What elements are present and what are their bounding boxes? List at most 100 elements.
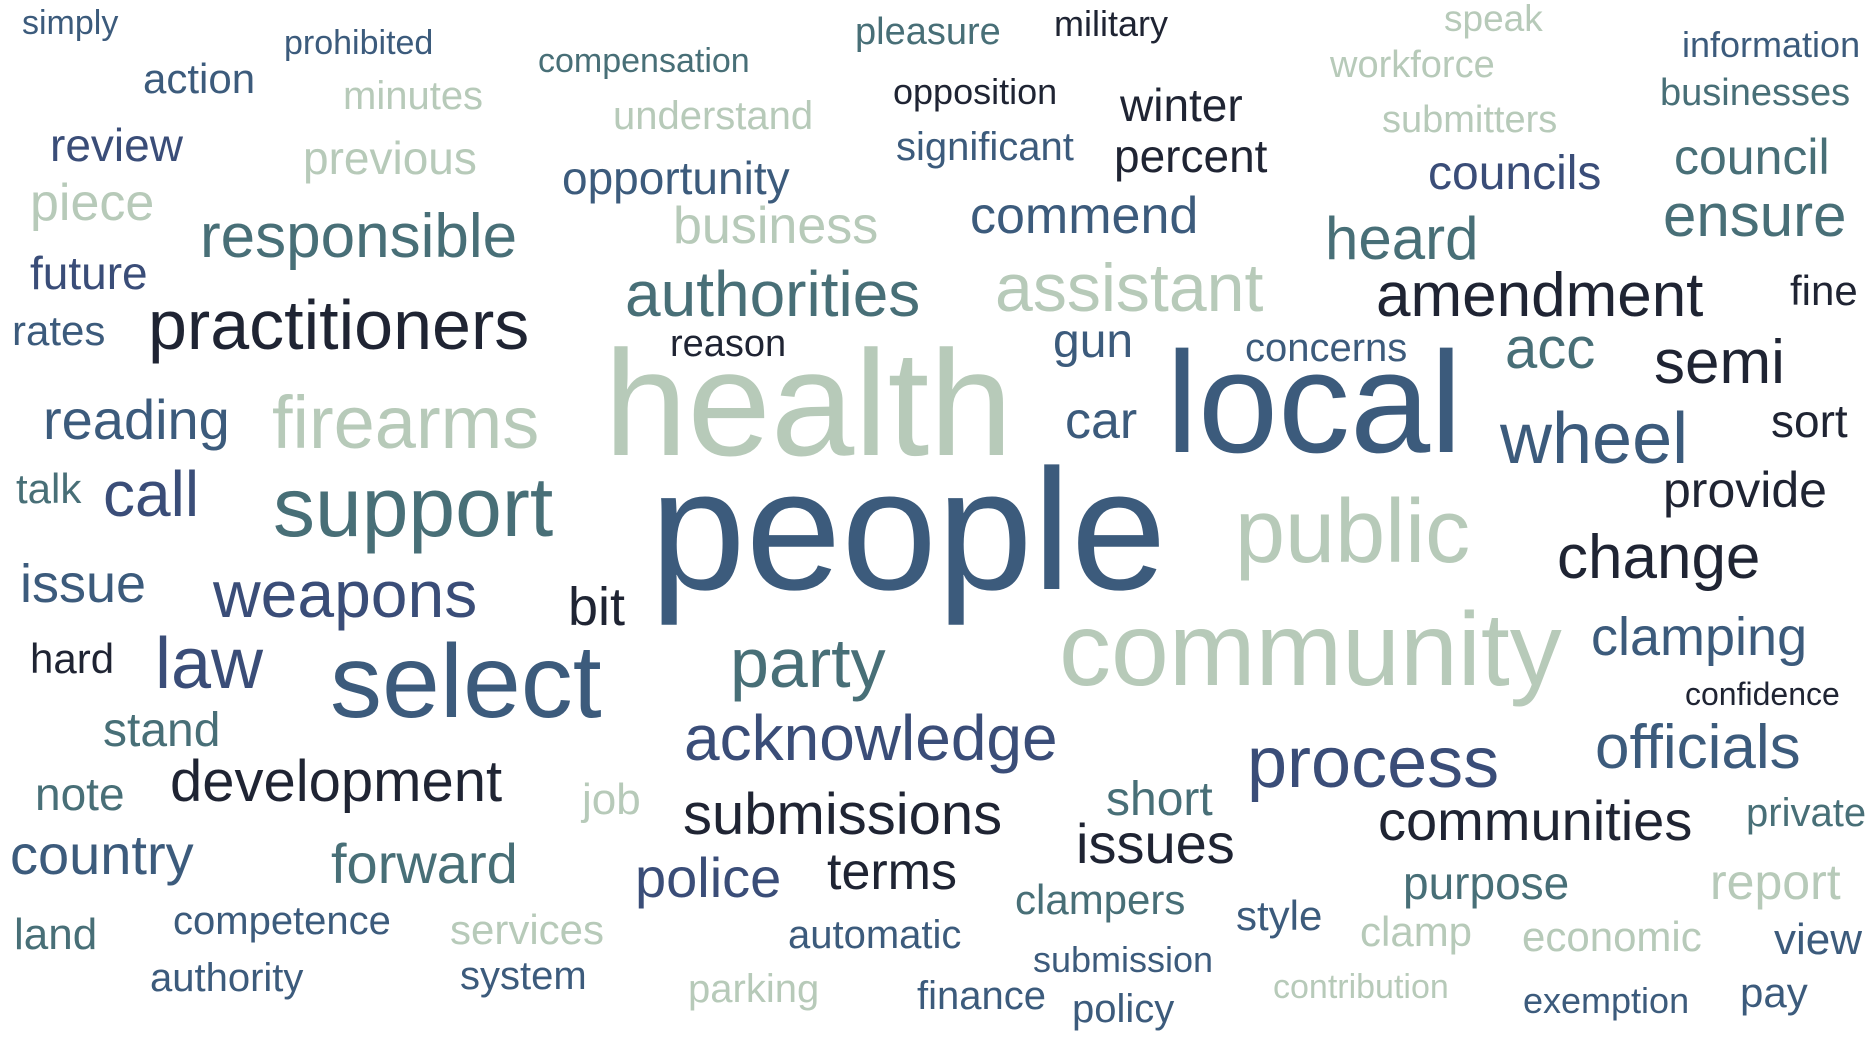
- word-clamp: clamp: [1360, 908, 1473, 955]
- word-authorities: authorities: [625, 258, 921, 330]
- word-wheel: wheel: [1500, 399, 1689, 479]
- word-authority: authority: [150, 956, 304, 1000]
- word-policy: policy: [1072, 987, 1175, 1031]
- word-amendment: amendment: [1376, 261, 1704, 330]
- word-provide: provide: [1663, 462, 1827, 518]
- word-officials: officials: [1595, 713, 1801, 782]
- word-support: support: [273, 460, 554, 554]
- word-health: health: [604, 319, 1013, 487]
- word-opportunity: opportunity: [562, 152, 790, 204]
- word-law: law: [155, 624, 264, 704]
- word-pleasure: pleasure: [855, 11, 1001, 53]
- word-speak: speak: [1444, 0, 1543, 39]
- word-heard: heard: [1325, 205, 1479, 272]
- word-country: country: [10, 823, 194, 886]
- word-local: local: [1166, 322, 1463, 483]
- word-issues: issues: [1076, 812, 1235, 875]
- word-prohibited: prohibited: [284, 24, 434, 62]
- word-finance: finance: [917, 974, 1046, 1018]
- word-stand: stand: [103, 704, 221, 757]
- word-reading: reading: [43, 388, 230, 451]
- word-councils: councils: [1428, 147, 1602, 200]
- word-talk: talk: [16, 465, 82, 512]
- word-piece: piece: [30, 174, 155, 232]
- word-report: report: [1710, 854, 1841, 910]
- word-acknowledge: acknowledge: [684, 702, 1058, 774]
- word-acc: acc: [1505, 316, 1596, 381]
- word-minutes: minutes: [343, 74, 484, 118]
- word-land: land: [14, 910, 98, 959]
- word-services: services: [450, 906, 605, 953]
- word-action: action: [143, 55, 256, 102]
- word-concerns: concerns: [1245, 326, 1408, 370]
- word-select: select: [330, 624, 602, 740]
- word-firearms: firearms: [272, 381, 540, 464]
- word-future: future: [30, 247, 148, 299]
- word-issue: issue: [20, 554, 147, 614]
- word-significant: significant: [896, 125, 1074, 169]
- word-simply: simply: [22, 4, 119, 42]
- word-system: system: [460, 954, 587, 998]
- word-opposition: opposition: [893, 71, 1058, 112]
- word-reason: reason: [670, 323, 787, 365]
- word-purpose: purpose: [1403, 857, 1570, 909]
- word-communities: communities: [1378, 789, 1693, 852]
- word-weapons: weapons: [213, 557, 478, 631]
- word-businesses: businesses: [1660, 72, 1851, 114]
- word-responsible: responsible: [200, 202, 518, 271]
- word-pay: pay: [1740, 969, 1808, 1016]
- word-information: information: [1682, 24, 1861, 65]
- word-assistant: assistant: [995, 250, 1264, 326]
- word-view: view: [1774, 915, 1863, 964]
- word-note: note: [35, 768, 125, 820]
- word-parking: parking: [688, 967, 820, 1011]
- word-hard: hard: [30, 635, 115, 682]
- word-practitioners: practitioners: [148, 286, 530, 364]
- word-confidence: confidence: [1685, 676, 1840, 712]
- word-previous: previous: [303, 132, 477, 184]
- word-clamping: clamping: [1591, 607, 1808, 667]
- word-rates: rates: [12, 307, 106, 354]
- word-business: business: [673, 197, 879, 255]
- word-semi: semi: [1654, 328, 1785, 397]
- word-people: people: [650, 434, 1167, 626]
- word-winter: winter: [1120, 79, 1243, 131]
- word-private: private: [1746, 791, 1867, 835]
- word-military: military: [1054, 3, 1168, 44]
- word-contribution: contribution: [1273, 968, 1449, 1006]
- word-council: council: [1674, 129, 1830, 185]
- word-call: call: [103, 458, 200, 530]
- word-submitters: submitters: [1382, 99, 1558, 141]
- word-economic: economic: [1522, 913, 1702, 960]
- word-fine: fine: [1790, 267, 1858, 314]
- word-change: change: [1557, 523, 1761, 592]
- word-community: community: [1059, 592, 1562, 708]
- word-percent: percent: [1114, 130, 1268, 182]
- word-commend: commend: [970, 187, 1199, 245]
- word-competence: competence: [173, 899, 391, 943]
- word-public: public: [1235, 482, 1471, 582]
- word-short: short: [1106, 773, 1213, 826]
- word-workforce: workforce: [1330, 44, 1495, 86]
- word-bit: bit: [568, 577, 626, 637]
- word-gun: gun: [1053, 315, 1134, 368]
- word-submission: submission: [1033, 939, 1214, 980]
- word-submissions: submissions: [683, 782, 1003, 847]
- word-review: review: [50, 119, 183, 171]
- word-police: police: [635, 846, 782, 909]
- word-sort: sort: [1771, 395, 1848, 447]
- word-terms: terms: [827, 843, 957, 901]
- word-car: car: [1065, 392, 1138, 450]
- word-style: style: [1236, 892, 1323, 939]
- word-forward: forward: [331, 832, 518, 895]
- word-ensure: ensure: [1663, 182, 1847, 249]
- word-development: development: [170, 749, 503, 814]
- word-process: process: [1247, 723, 1500, 803]
- word-party: party: [730, 624, 886, 702]
- word-understand: understand: [613, 94, 814, 138]
- word-compensation: compensation: [538, 42, 750, 80]
- word-automatic: automatic: [788, 913, 962, 957]
- word-job: job: [582, 775, 641, 824]
- word-exemption: exemption: [1523, 980, 1690, 1021]
